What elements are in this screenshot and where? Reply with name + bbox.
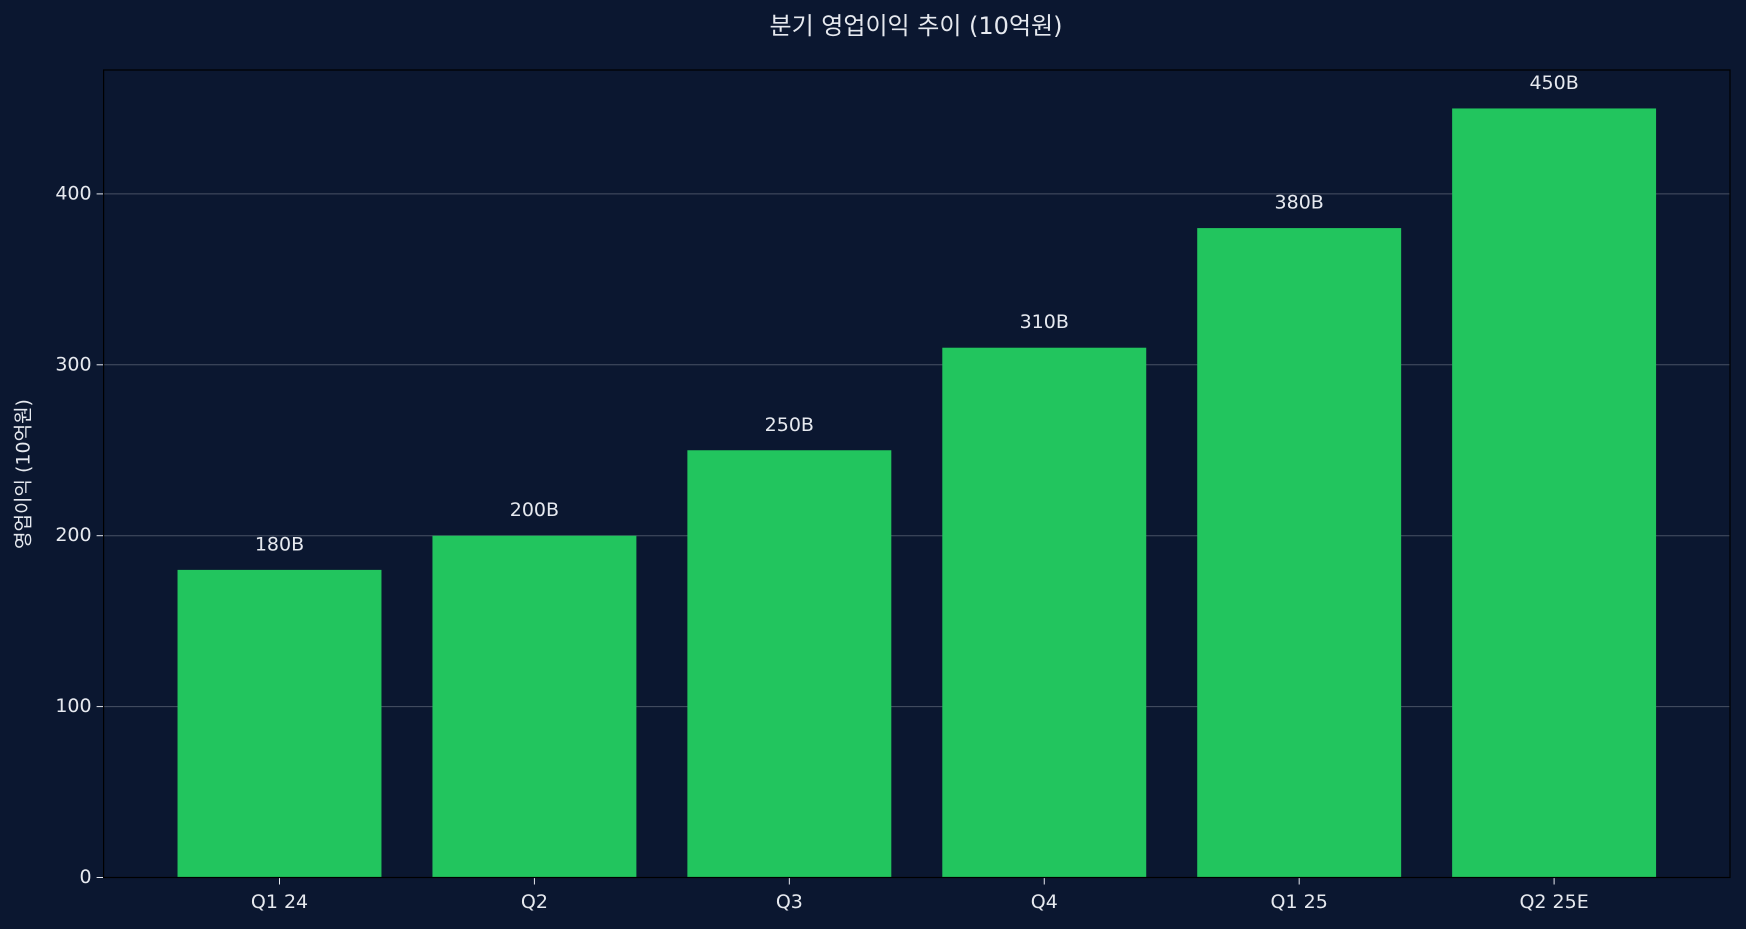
value-label: 380B [1275,192,1324,214]
x-tick-label: Q1 24 [251,891,308,913]
y-tick-label: 400 [55,182,91,204]
x-tick-label: Q1 25 [1271,891,1328,913]
y-tick-label: 100 [55,695,91,717]
value-label: 200B [510,499,559,521]
value-label: 450B [1529,72,1578,94]
x-tick-label: Q3 [776,891,803,913]
bar [1197,228,1402,878]
chart-title: 분기 영업이익 추이 (10억원) [770,12,1063,40]
bar [687,450,892,878]
x-tick-label: Q2 25E [1519,891,1588,913]
x-tick-label: Q2 [521,891,548,913]
bar [942,347,1147,878]
bar [1452,108,1657,878]
y-tick-label: 0 [80,866,92,888]
bar [177,569,382,878]
plot-frame [102,69,1731,879]
y-tick-label: 300 [55,353,91,375]
y-tick-label: 200 [55,524,91,546]
value-label: 250B [765,414,814,436]
bar [432,535,637,878]
x-tick-label: Q4 [1031,891,1058,913]
y-axis-label: 영업이익 (10억원) [13,399,35,549]
value-label: 310B [1020,311,1069,333]
value-label: 180B [255,533,304,555]
